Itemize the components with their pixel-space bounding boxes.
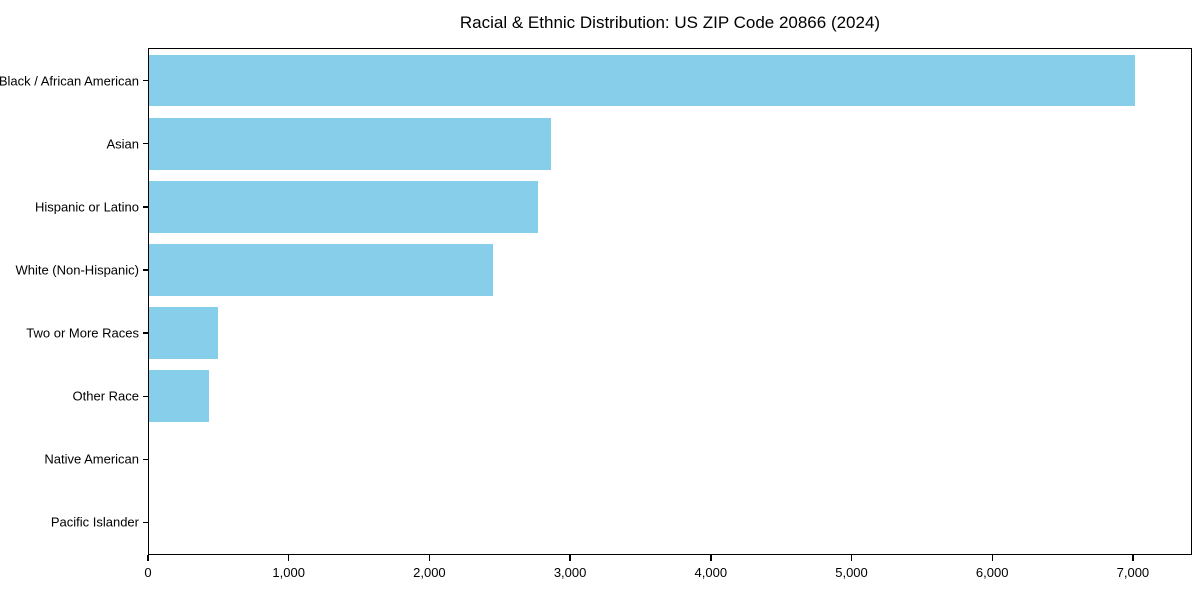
y-tick-mark (143, 521, 149, 524)
x-tick-mark (428, 555, 431, 561)
x-tick-label: 7,000 (1116, 565, 1150, 580)
y-tick-mark (143, 206, 149, 208)
y-tick-label: Hispanic or Latino (34, 199, 139, 215)
x-tick-label: 6,000 (975, 565, 1009, 580)
x-tick-mark (1132, 555, 1134, 561)
bar (149, 244, 494, 296)
x-tick-mark (147, 555, 149, 561)
y-tick-mark (143, 458, 149, 461)
y-tick-mark (143, 269, 149, 271)
x-tick-mark (850, 555, 853, 561)
bar (149, 54, 1135, 107)
y-tick-label: Black / African American (0, 73, 139, 89)
bar (149, 370, 209, 423)
plot-area: Black / African American Asian Hispanic or… (0, 48, 1192, 555)
y-tick-label: Two or More Races (26, 325, 139, 341)
x-axis: 0 1,000 2,000 3,000 4,000 5,000 6,000 7,000 (144, 555, 1192, 597)
bar-row: Black / African American (0, 49, 1191, 112)
bar-row: Two or More Races (26, 302, 1191, 365)
bar-row: Other Race (73, 365, 1191, 428)
y-tick-mark (143, 79, 149, 82)
x-tick-mark (710, 555, 712, 561)
bar-row: Hispanic or Latino (35, 175, 1191, 238)
bar (149, 180, 538, 233)
bar-row: Native American (44, 428, 1191, 491)
chart-title: Racial & Ethnic Distribution: US ZIP Cod… (459, 13, 881, 32)
x-tick-label: 4,000 (694, 565, 728, 580)
bar-row: White (Non-Hispanic) (15, 238, 1191, 301)
y-tick-label: Native American (44, 451, 139, 467)
y-tick-mark (143, 143, 149, 145)
y-tick-label: Other Race (72, 388, 139, 404)
y-tick-mark (143, 395, 149, 397)
y-tick-mark (143, 332, 149, 334)
y-tick-label: Pacific Islander (50, 514, 139, 530)
bar (149, 307, 218, 359)
x-tick-mark (288, 555, 290, 561)
x-tick-label: 3,000 (553, 565, 587, 580)
bar (149, 117, 551, 170)
x-tick-label: 0 (144, 565, 152, 580)
bar-row: Asian (106, 112, 1191, 175)
x-tick-label: 1,000 (272, 565, 305, 580)
x-tick-label: 2,000 (413, 565, 446, 580)
x-tick-label: 5,000 (835, 565, 868, 580)
y-tick-label: Asian (106, 136, 139, 152)
x-tick-mark (569, 555, 571, 561)
y-tick-label: White (Non-Hispanic) (15, 262, 139, 278)
x-tick-mark (991, 555, 993, 561)
bar-row: Pacific Islander (51, 491, 1191, 554)
